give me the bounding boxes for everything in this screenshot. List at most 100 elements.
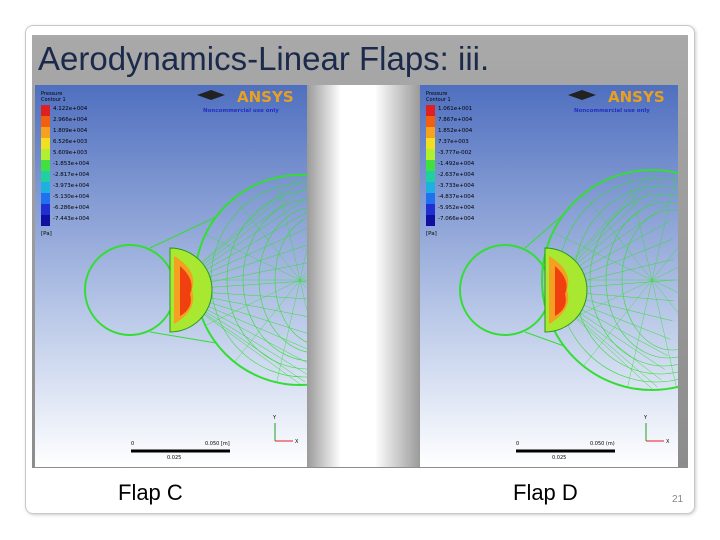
mesh-line <box>149 331 217 344</box>
legend-swatch <box>41 215 50 226</box>
mesh-line <box>627 172 653 281</box>
legend-swatch <box>426 105 435 116</box>
mesh-line <box>299 248 307 281</box>
legend-swatch <box>426 149 435 160</box>
legend-label: 1.809e+004 <box>53 128 88 134</box>
legend-swatch <box>41 105 50 116</box>
logo: ANSYS <box>608 88 665 106</box>
contour-title: Pressure <box>426 91 447 97</box>
mesh-line <box>524 213 565 249</box>
logo: ANSYS <box>237 88 294 106</box>
legend-label: 1.061e+001 <box>438 106 472 112</box>
mesh-line <box>524 331 565 347</box>
mesh-line <box>651 172 677 281</box>
legend-swatch <box>426 215 435 226</box>
legend-swatch <box>426 160 435 171</box>
legend-unit: [Pa] <box>41 231 52 237</box>
legend-swatch <box>426 116 435 127</box>
scale-label: 0.025 <box>167 455 181 461</box>
mesh-line <box>627 279 653 388</box>
mesh-line <box>205 234 301 281</box>
mesh-line <box>276 177 301 281</box>
legend-label: -1.853e+004 <box>53 161 90 167</box>
legend-label: -1.492e+004 <box>438 161 475 167</box>
legend-label: 2.966e+004 <box>53 117 88 123</box>
scale-label: 0.050 [m] <box>205 441 230 447</box>
contour-title: Pressure <box>41 91 62 97</box>
contour-name: Contour 1 <box>426 97 451 103</box>
legend-swatch <box>41 182 50 193</box>
legend-label: -3.777e-002 <box>438 150 472 156</box>
mesh-line <box>205 279 301 326</box>
caption: Flap D <box>513 480 578 505</box>
mesh-line <box>651 279 678 313</box>
legend-label: -4.837e+004 <box>438 194 475 200</box>
axis-label: X <box>295 439 299 445</box>
mesh-line <box>552 232 653 281</box>
legend-swatch <box>41 116 50 127</box>
mesh-line <box>651 267 678 281</box>
slide-frame <box>25 25 695 514</box>
legend-label: 7.867e+004 <box>438 117 473 123</box>
legend-swatch <box>426 138 435 149</box>
logo-cap <box>568 90 596 100</box>
legend-swatch <box>426 171 435 182</box>
axis-label: Y <box>643 415 648 421</box>
mesh-line <box>651 247 678 281</box>
legend-swatch <box>41 204 50 215</box>
logo-note: Noncommercial use only <box>203 108 279 114</box>
scale-label: 0 <box>131 441 134 447</box>
mesh-line <box>651 279 677 388</box>
legend-label: -7.443e+004 <box>53 216 90 222</box>
mesh-line <box>583 193 653 281</box>
mesh-line <box>299 279 307 312</box>
legend-swatch <box>426 127 435 138</box>
legend-label: 5.609e+003 <box>53 150 88 156</box>
legend-swatch <box>41 149 50 160</box>
legend-swatch <box>41 193 50 204</box>
legend-label: -3.733e+004 <box>438 183 475 189</box>
legend-label: -2.637e+004 <box>438 172 475 178</box>
page-number: 21 <box>672 494 684 505</box>
contour-name: Contour 1 <box>41 97 66 103</box>
mesh <box>84 174 307 386</box>
slide-title: Aerodynamics-Linear Flaps: iii. <box>38 40 490 77</box>
mesh-line <box>583 279 653 367</box>
logo-cap <box>197 90 225 100</box>
mesh-line <box>234 197 301 281</box>
legend-swatch <box>41 127 50 138</box>
flap-peak <box>555 266 567 316</box>
legend-label: -7.066e+004 <box>438 216 475 222</box>
gap <box>307 85 420 467</box>
logo-note: Noncommercial use only <box>574 108 650 114</box>
mesh-line <box>276 279 301 383</box>
legend-swatch <box>426 204 435 215</box>
legend-label: 7.37e+003 <box>438 139 469 145</box>
legend-swatch <box>426 193 435 204</box>
scale-label: 0.050 (m) <box>590 441 615 447</box>
legend-label: -5.952e+004 <box>438 205 475 211</box>
legend-unit: [Pa] <box>426 231 437 237</box>
legend-swatch <box>41 160 50 171</box>
mesh-line <box>651 279 678 293</box>
legend-label: 6.526e+003 <box>53 139 88 145</box>
legend-swatch <box>426 182 435 193</box>
axis-label: X <box>666 439 670 445</box>
legend-label: -5.130e+004 <box>53 194 90 200</box>
legend-label: -6.286e+004 <box>53 205 90 211</box>
axis-label: Y <box>272 415 277 421</box>
mesh-line <box>149 216 217 249</box>
legend-swatch <box>41 171 50 182</box>
mesh-line <box>234 279 301 363</box>
caption: Flap C <box>118 480 183 505</box>
legend-label: 1.852e+004 <box>438 128 473 134</box>
scale-label: 0.025 <box>552 455 566 461</box>
legend-label: -2.817e+004 <box>53 172 90 178</box>
legend-label: -3.973e+004 <box>53 183 90 189</box>
flap-peak <box>180 266 192 316</box>
legend-swatch <box>41 138 50 149</box>
scale-label: 0 <box>516 441 519 447</box>
